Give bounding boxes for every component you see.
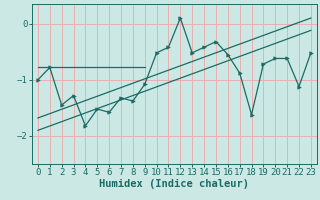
X-axis label: Humidex (Indice chaleur): Humidex (Indice chaleur)	[100, 179, 249, 189]
